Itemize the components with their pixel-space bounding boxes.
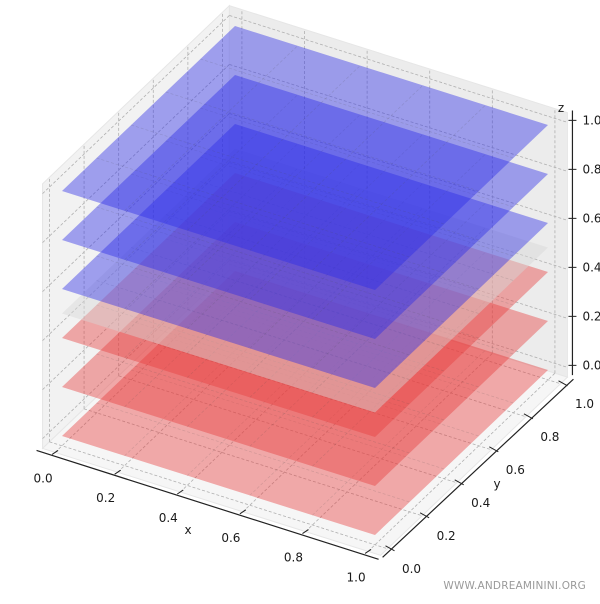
plane-z-0-8 <box>62 75 548 339</box>
plane-z-0 <box>62 271 548 535</box>
x-tick-label: 0.6 <box>221 531 240 545</box>
grid-line <box>229 260 568 368</box>
grid-line <box>42 15 230 194</box>
z-tick-label: 0.4 <box>582 260 600 274</box>
x-tick-label: 0.8 <box>284 551 303 565</box>
plane-z-0-5 <box>62 148 548 413</box>
y-tick <box>489 446 499 453</box>
tick-labels: 0.0 0.2 0.4 0.6 0.8 1.0 0.0 0.2 0.4 0.6 0.8 1.0 0.0 0… <box>34 113 600 584</box>
x-axis-line <box>36 449 379 560</box>
planes-layer <box>62 26 548 535</box>
z-axis-label: z <box>558 101 564 115</box>
grid-line <box>42 113 230 292</box>
x-tick <box>302 529 309 535</box>
grid-line <box>242 333 430 513</box>
axis-lines <box>36 110 574 560</box>
z-tick-label: 0.0 <box>582 358 600 372</box>
x-tick <box>177 489 184 495</box>
x-tick <box>114 469 121 475</box>
grid-line <box>229 15 568 123</box>
y-tick <box>558 380 568 387</box>
grid-line <box>42 64 230 243</box>
grid-line <box>118 375 457 484</box>
watermark: WWW.ANDREAMININI.ORG <box>443 580 586 592</box>
y-axis-label: y <box>493 477 500 491</box>
grid-line <box>180 313 368 493</box>
grid-line <box>229 211 568 319</box>
grid-line <box>222 276 561 385</box>
y-tick-label: 1.0 <box>575 397 594 411</box>
grid-line <box>42 211 230 390</box>
grid-line <box>54 273 243 453</box>
x-tick-label: 0.2 <box>96 491 115 505</box>
plane-z-0-4 <box>62 173 548 437</box>
y-tick-label: 0.6 <box>506 463 525 477</box>
grid-line <box>367 372 556 552</box>
x-tick <box>51 449 59 455</box>
x-tick <box>364 548 372 554</box>
plane-z-0-2 <box>62 222 548 486</box>
y-tick-label: 0.8 <box>540 430 559 444</box>
grid-line <box>229 113 568 221</box>
axis-panes <box>41 4 569 556</box>
y-axis-line <box>382 378 574 558</box>
z-tick-label: 1.0 <box>582 113 600 127</box>
y-tick <box>454 479 464 486</box>
x-tick-label: 0.4 <box>159 511 178 525</box>
grid-line <box>83 408 423 517</box>
grid-line <box>187 309 527 418</box>
grid-line <box>229 64 568 172</box>
x-tick-label: 1.0 <box>347 570 366 584</box>
y-tick-label: 0.4 <box>471 496 490 510</box>
grid-line <box>153 342 492 451</box>
x-axis-label: x <box>184 523 191 537</box>
y-tick-label: 0.0 <box>402 562 421 576</box>
x-tick-label: 0.0 <box>34 471 53 485</box>
plane-z-0-6 <box>62 124 548 388</box>
y-tick-label: 0.2 <box>437 529 456 543</box>
grid-line <box>42 162 230 341</box>
x-tick <box>239 509 247 515</box>
grid-line <box>49 441 388 550</box>
grid-line <box>229 162 568 270</box>
y-tick <box>385 545 395 552</box>
grid-line <box>305 353 493 532</box>
grid-lines <box>42 9 568 552</box>
pane-floor <box>41 269 569 556</box>
z-tick-label: 0.8 <box>582 162 600 176</box>
z-tick-label: 0.2 <box>582 309 600 323</box>
plane-z-1 <box>62 26 548 290</box>
z-tick-label: 0.6 <box>582 211 600 225</box>
grid-line <box>42 260 230 439</box>
y-tick <box>523 413 534 420</box>
y-tick <box>419 512 430 519</box>
grid-line <box>117 293 305 473</box>
